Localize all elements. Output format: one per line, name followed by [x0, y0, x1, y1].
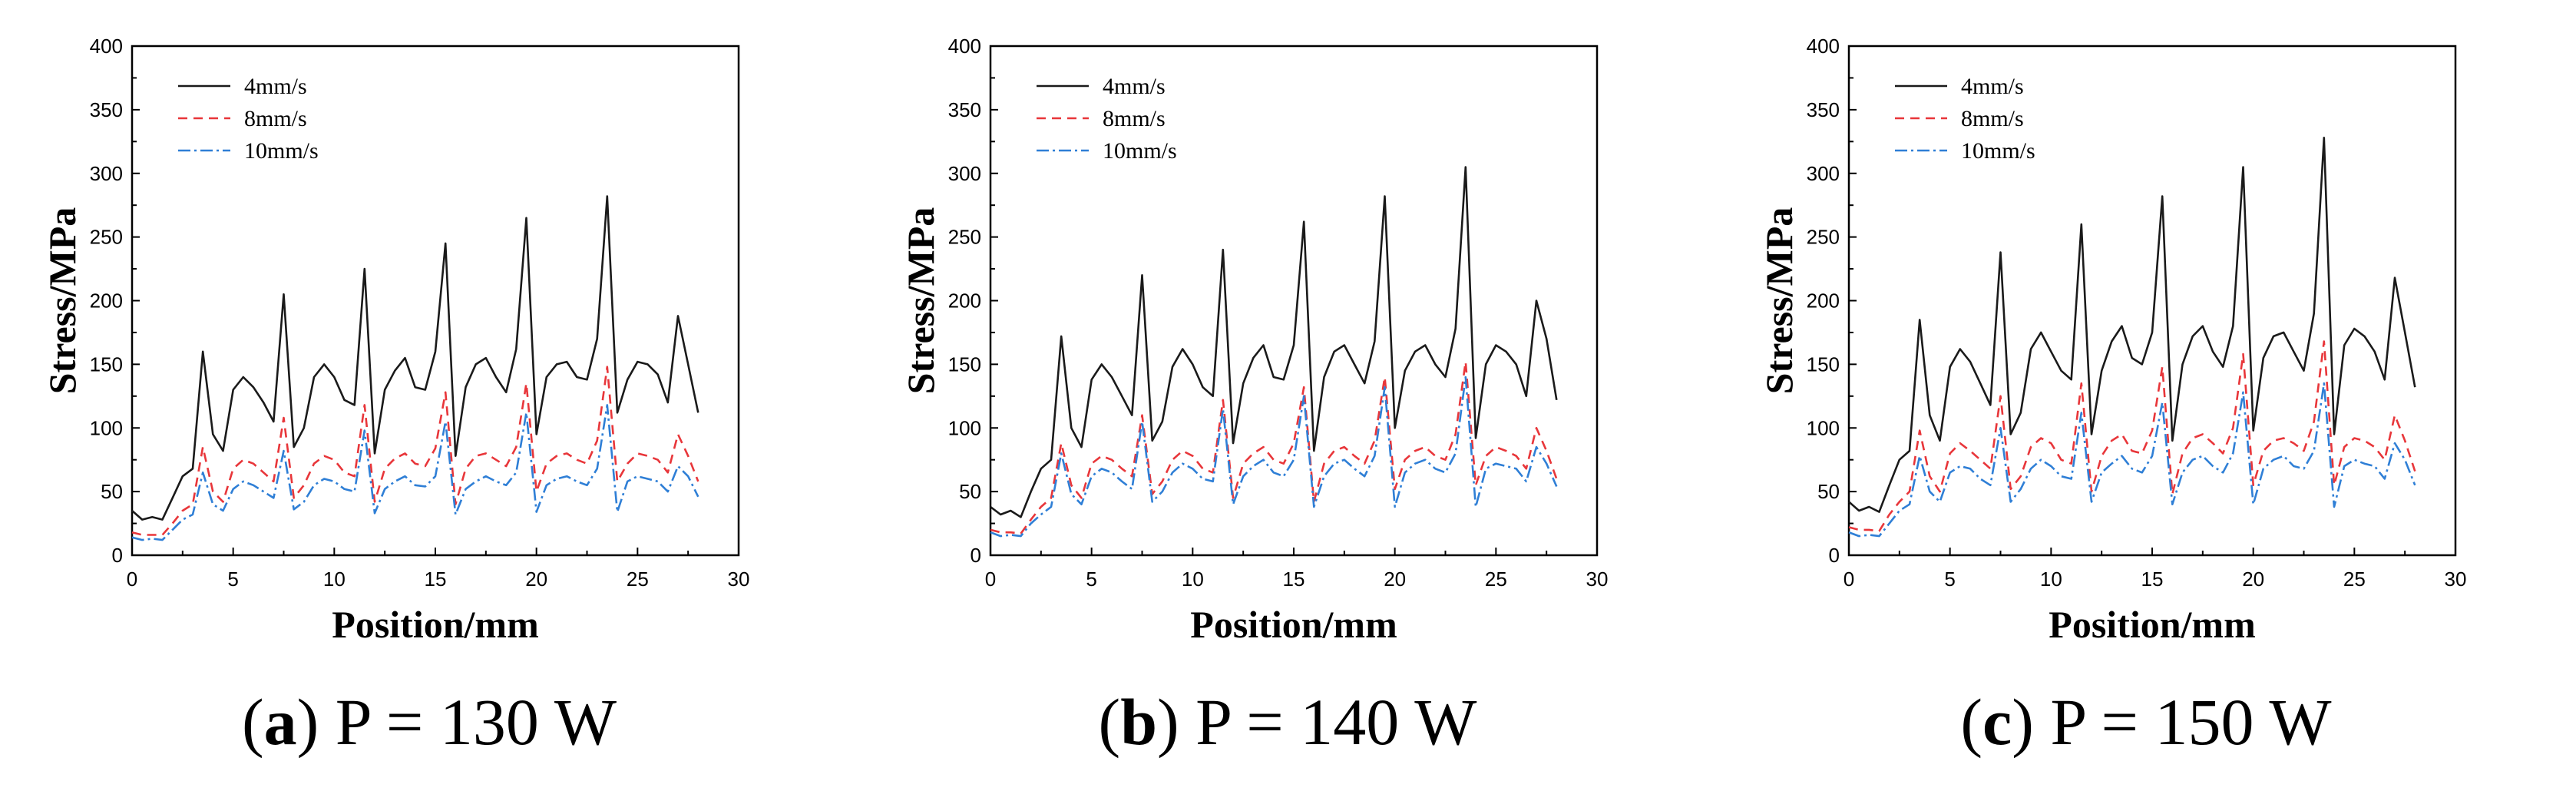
x-tick-label: 25 — [2343, 568, 2366, 591]
x-tick-label: 30 — [728, 568, 750, 591]
caption-b: (b) P = 140 W — [858, 683, 1717, 760]
caption-a-text: P = 130 W — [319, 685, 617, 759]
y-axis-label: Stress/MPa — [899, 207, 942, 394]
chart-svg-a: 0 5 10 15 20 25 30050100150200250300350400Posi… — [41, 35, 750, 646]
legend-label-2: 8mm/s — [1961, 106, 2024, 131]
y-tick-label: 100 — [90, 416, 123, 439]
x-tick-label: 20 — [2242, 568, 2264, 591]
x-axis-label: Position/mm — [1190, 603, 1397, 646]
x-tick-label: 0 — [127, 568, 137, 591]
x-axis-label: Position/mm — [332, 603, 538, 646]
caption-c-letter: c — [1982, 685, 2012, 759]
caption-a-open: ( — [241, 685, 264, 759]
caption-b-text: P = 140 W — [1179, 685, 1477, 759]
series-line-3 — [131, 404, 699, 541]
y-tick-label: 300 — [948, 162, 981, 185]
y-tick-label: 400 — [1807, 35, 1840, 58]
caption-c-close: ) — [2012, 685, 2034, 759]
series-line-1 — [1848, 137, 2416, 513]
y-tick-label: 400 — [90, 35, 123, 58]
caption-b-open: ( — [1098, 685, 1121, 759]
x-tick-label: 15 — [425, 568, 447, 591]
y-tick-label: 300 — [90, 162, 123, 185]
series-line-1 — [131, 195, 699, 521]
x-tick-label: 10 — [1182, 568, 1204, 591]
chart-panel-b: 0 5 10 15 20 25 30 0 50 100 150 200 250 300 350 400 Posi… — [858, 0, 1717, 791]
y-tick-label: 300 — [1807, 162, 1840, 185]
x-tick-label: 10 — [2040, 568, 2062, 591]
series-line-2 — [990, 360, 1558, 535]
y-tick-label: 0 — [112, 544, 123, 567]
series-line-3 — [1848, 382, 2416, 538]
legend-label-3: 10mm/s — [1103, 138, 1177, 164]
x-tick-label: 0 — [1844, 568, 1854, 591]
caption-b-letter: b — [1120, 685, 1158, 759]
y-tick-label: 150 — [90, 352, 123, 376]
caption-a: (a) P = 130 W — [0, 683, 858, 760]
caption-c: (c) P = 150 W — [1717, 683, 2575, 760]
caption-b-close: ) — [1157, 685, 1179, 759]
legend-label-3: 10mm/s — [1961, 138, 2035, 164]
y-axis-label: Stress/MPa — [41, 207, 84, 394]
y-tick-label: 200 — [1807, 290, 1840, 313]
y-axis-label: Stress/MPa — [1758, 207, 1801, 394]
x-tick-label: 15 — [1283, 568, 1305, 591]
y-tick-label: 150 — [1807, 352, 1840, 376]
x-tick-label: 30 — [2445, 568, 2467, 591]
y-tick-label: 350 — [948, 98, 981, 121]
x-tick-label: 25 — [1485, 568, 1507, 591]
x-tick-label: 30 — [1586, 568, 1609, 591]
x-tick-label: 20 — [525, 568, 547, 591]
y-tick-label: 150 — [948, 352, 981, 376]
y-tick-label: 50 — [959, 480, 981, 503]
y-tick-label: 50 — [101, 480, 123, 503]
y-tick-label: 200 — [948, 290, 981, 313]
caption-c-text: P = 150 W — [2033, 685, 2332, 759]
y-tick-label: 0 — [1829, 544, 1840, 567]
series-line-2 — [1848, 340, 2416, 532]
y-tick-label: 100 — [1807, 416, 1840, 439]
plot-frame — [989, 45, 1599, 557]
y-tick-label: 400 — [948, 35, 981, 58]
y-tick-label: 250 — [1807, 226, 1840, 249]
caption-c-open: ( — [1960, 685, 1983, 759]
y-tick-label: 250 — [90, 226, 123, 249]
y-tick-label: 50 — [1817, 480, 1840, 503]
y-tick-label: 100 — [948, 416, 981, 439]
x-tick-label: 10 — [323, 568, 346, 591]
x-tick-label: 25 — [627, 568, 649, 591]
y-tick-label: 0 — [971, 544, 981, 567]
series-line-1 — [990, 166, 1558, 518]
y-tick-label: 250 — [948, 226, 981, 249]
plot-frame — [1847, 45, 2457, 557]
x-tick-label: 15 — [2141, 568, 2164, 591]
legend-label-1: 4mm/s — [1961, 74, 2024, 99]
caption-a-close: ) — [296, 685, 319, 759]
chart-svg-b: 0 5 10 15 20 25 30050100150200250300350400Posi… — [899, 35, 1609, 646]
legend-label-2: 8mm/s — [1103, 106, 1166, 131]
y-tick-label: 200 — [90, 290, 123, 313]
x-tick-label: 5 — [227, 568, 238, 591]
legend-label-2: 8mm/s — [244, 106, 307, 131]
series-line-3 — [990, 376, 1558, 538]
legend-label-3: 10mm/s — [244, 138, 319, 164]
caption-a-letter: a — [263, 685, 297, 759]
x-tick-label: 5 — [1944, 568, 1955, 591]
y-tick-label: 350 — [1807, 98, 1840, 121]
x-tick-label: 5 — [1086, 568, 1096, 591]
series-line-2 — [131, 366, 699, 536]
y-tick-label: 350 — [90, 98, 123, 121]
chart-panel-a: 0 5 10 15 20 25 30 0 50 100 150 200 250 300 350 400 Posi… — [0, 0, 858, 791]
legend-label-1: 4mm/s — [1103, 74, 1166, 99]
chart-panel-c: 0 5 10 15 20 25 30 0 50 100 150 200 250 300 350 400 Posi… — [1717, 0, 2575, 791]
chart-svg-c: 0 5 10 15 20 25 30050100150200250300350400Posi… — [1758, 35, 2467, 646]
x-tick-label: 20 — [1384, 568, 1406, 591]
x-axis-label: Position/mm — [2049, 603, 2255, 646]
x-tick-label: 0 — [985, 568, 996, 591]
legend-label-1: 4mm/s — [244, 74, 307, 99]
